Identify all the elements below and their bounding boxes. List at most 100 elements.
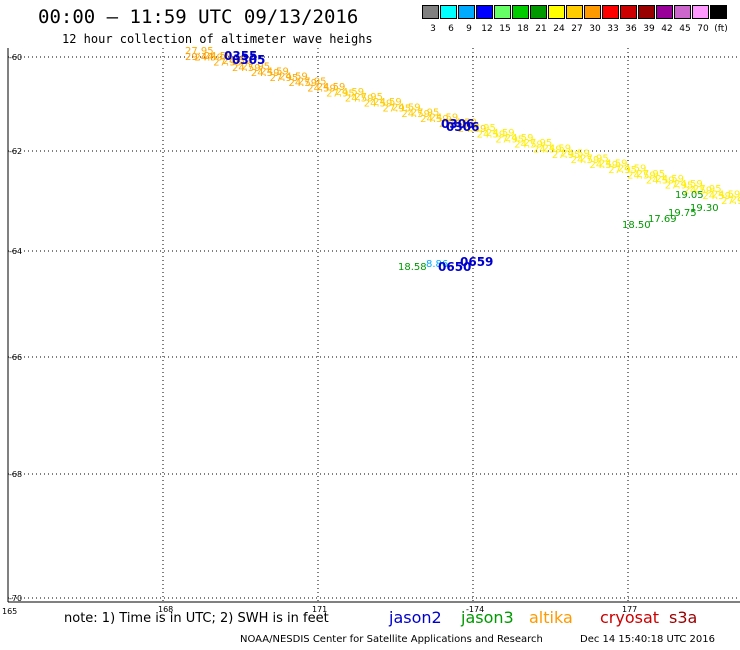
altika-track-value: 24.59 <box>477 129 506 140</box>
latitude-label: -60 <box>9 53 22 62</box>
altika-track-value: 27.95 <box>326 88 355 99</box>
footer-note: note: 1) Time is in UTC; 2) SWH is in fe… <box>64 611 329 626</box>
sat-jason3: jason3 <box>461 608 514 627</box>
legend-label: 15 <box>499 24 511 34</box>
altika-track-value: 24.59 <box>223 56 252 67</box>
longitude-label: 177 <box>622 605 637 614</box>
altika-track-value: 27.95 <box>552 150 581 161</box>
time-label: 0355 <box>224 49 257 63</box>
jason3-value-label: 19.75 <box>668 208 697 219</box>
longitude-label: -174 <box>466 605 484 614</box>
latitude-label: -64 <box>9 247 22 256</box>
legend-swatch <box>638 5 655 19</box>
altika-track-value: 27.95 <box>298 77 327 88</box>
time-label: 0305 <box>232 53 265 67</box>
jason3-value-label: 18.50 <box>622 220 651 231</box>
legend-label: 45 <box>679 24 691 34</box>
latitude-label: -62 <box>9 147 22 156</box>
legend-label: 9 <box>466 24 472 34</box>
jason3-value-label: 19.05 <box>675 190 704 201</box>
jason2-value-label: 8.86 <box>426 259 448 270</box>
altika-track-value: 24.59 <box>731 194 740 205</box>
altika-track-value: 24.59 <box>684 186 713 197</box>
altika-value-label: 29.44 <box>185 52 214 63</box>
sat-altika: altika <box>529 608 573 627</box>
legend-swatch <box>548 5 565 19</box>
altika-track-value: 24.59 <box>674 179 703 190</box>
page-subtitle: 12 hour collection of altimeter wave hei… <box>62 32 373 46</box>
altika-track-value: 24.59 <box>373 97 402 108</box>
altika-track-value: 27.95 <box>580 153 609 164</box>
latitude-label: -70 <box>9 594 22 603</box>
longitude-label: 165 <box>2 607 17 616</box>
altika-track-value: 24.59 <box>618 164 647 175</box>
longitude-label: 168 <box>158 605 173 614</box>
altika-track-value: 24.59 <box>251 68 280 79</box>
altika-track-value: 27.95 <box>270 73 299 84</box>
altika-track-value: 24.59 <box>627 170 656 181</box>
altika-track-value: 27.95 <box>524 138 553 149</box>
sat-s3a: s3a <box>669 608 698 627</box>
legend-swatch <box>476 5 493 19</box>
altika-track-value: 27.95 <box>495 134 524 145</box>
legend-swatch <box>422 5 439 19</box>
legend-swatch <box>710 5 727 19</box>
altika-track-value: 27.95 <box>411 107 440 118</box>
time-label: 0306 <box>441 117 474 131</box>
altika-track-value: 24.59 <box>542 143 571 154</box>
altika-track-value: 27.95 <box>213 58 242 69</box>
altika-track-value: 27.95 <box>185 46 214 57</box>
altika-track-value: 24.59 <box>307 83 336 94</box>
altika-track-value: 27.95 <box>608 165 637 176</box>
legend-label: 3 <box>430 24 436 34</box>
sat-jason2: jason2 <box>389 608 442 627</box>
legend-label: (ft) <box>714 24 728 34</box>
altika-track-value: 24.59 <box>589 160 618 171</box>
time-label: 0650 <box>438 260 471 274</box>
altika-track-value: 27.95 <box>241 61 270 72</box>
altika-track-value: 24.59 <box>279 72 308 83</box>
altika-track-value: 24.59 <box>420 114 449 125</box>
jason3-value-label: 17.69 <box>648 214 677 225</box>
altika-track-value: 24.59 <box>514 140 543 151</box>
altika-track-value: 24.59 <box>655 174 684 185</box>
jason3-value-label: 18.58 <box>398 262 427 273</box>
altika-track-value: 27.95 <box>383 104 412 115</box>
legend-swatch <box>530 5 547 19</box>
legend-label: 27 <box>571 24 583 34</box>
legend-swatch <box>674 5 691 19</box>
latitude-label: -68 <box>9 470 22 479</box>
legend-swatch <box>458 5 475 19</box>
legend-label: 42 <box>661 24 673 34</box>
altika-track-value: 24.59 <box>364 99 393 110</box>
longitude-label: 171 <box>312 605 327 614</box>
time-label: 0659 <box>460 255 493 269</box>
legend-label: 30 <box>589 24 601 34</box>
altika-track-value: 24.59 <box>194 53 223 64</box>
legend-swatch <box>602 5 619 19</box>
legend-label: 6 <box>448 24 454 34</box>
altika-track-value: 24.59 <box>458 124 487 135</box>
altika-track-value: 24.59 <box>401 109 430 120</box>
legend-label: 18 <box>517 24 529 34</box>
legend-label: 24 <box>553 24 565 34</box>
legend-swatch <box>584 5 601 19</box>
page-title: 00:00 – 11:59 UTC 09/13/2016 <box>38 6 359 28</box>
altika-track-value: 24.59 <box>204 51 233 62</box>
altika-track-value: 27.95 <box>693 184 722 195</box>
legend-label: 39 <box>643 24 655 34</box>
legend-swatch <box>620 5 637 19</box>
altika-track-value: 24.59 <box>561 148 590 159</box>
legend-swatch <box>494 5 511 19</box>
altika-track-value: 24.59 <box>430 113 459 124</box>
altika-track-value: 24.59 <box>533 145 562 156</box>
legend-swatch <box>512 5 529 19</box>
altika-track-value: 24.59 <box>392 102 421 113</box>
altika-track-value: 24.59 <box>505 133 534 144</box>
altika-track-value: 24.59 <box>646 175 675 186</box>
legend-swatch <box>692 5 709 19</box>
latitude-label: -66 <box>9 353 22 362</box>
altika-track-value: 24.59 <box>260 66 289 77</box>
altika-track-value: 24.59 <box>486 128 515 139</box>
